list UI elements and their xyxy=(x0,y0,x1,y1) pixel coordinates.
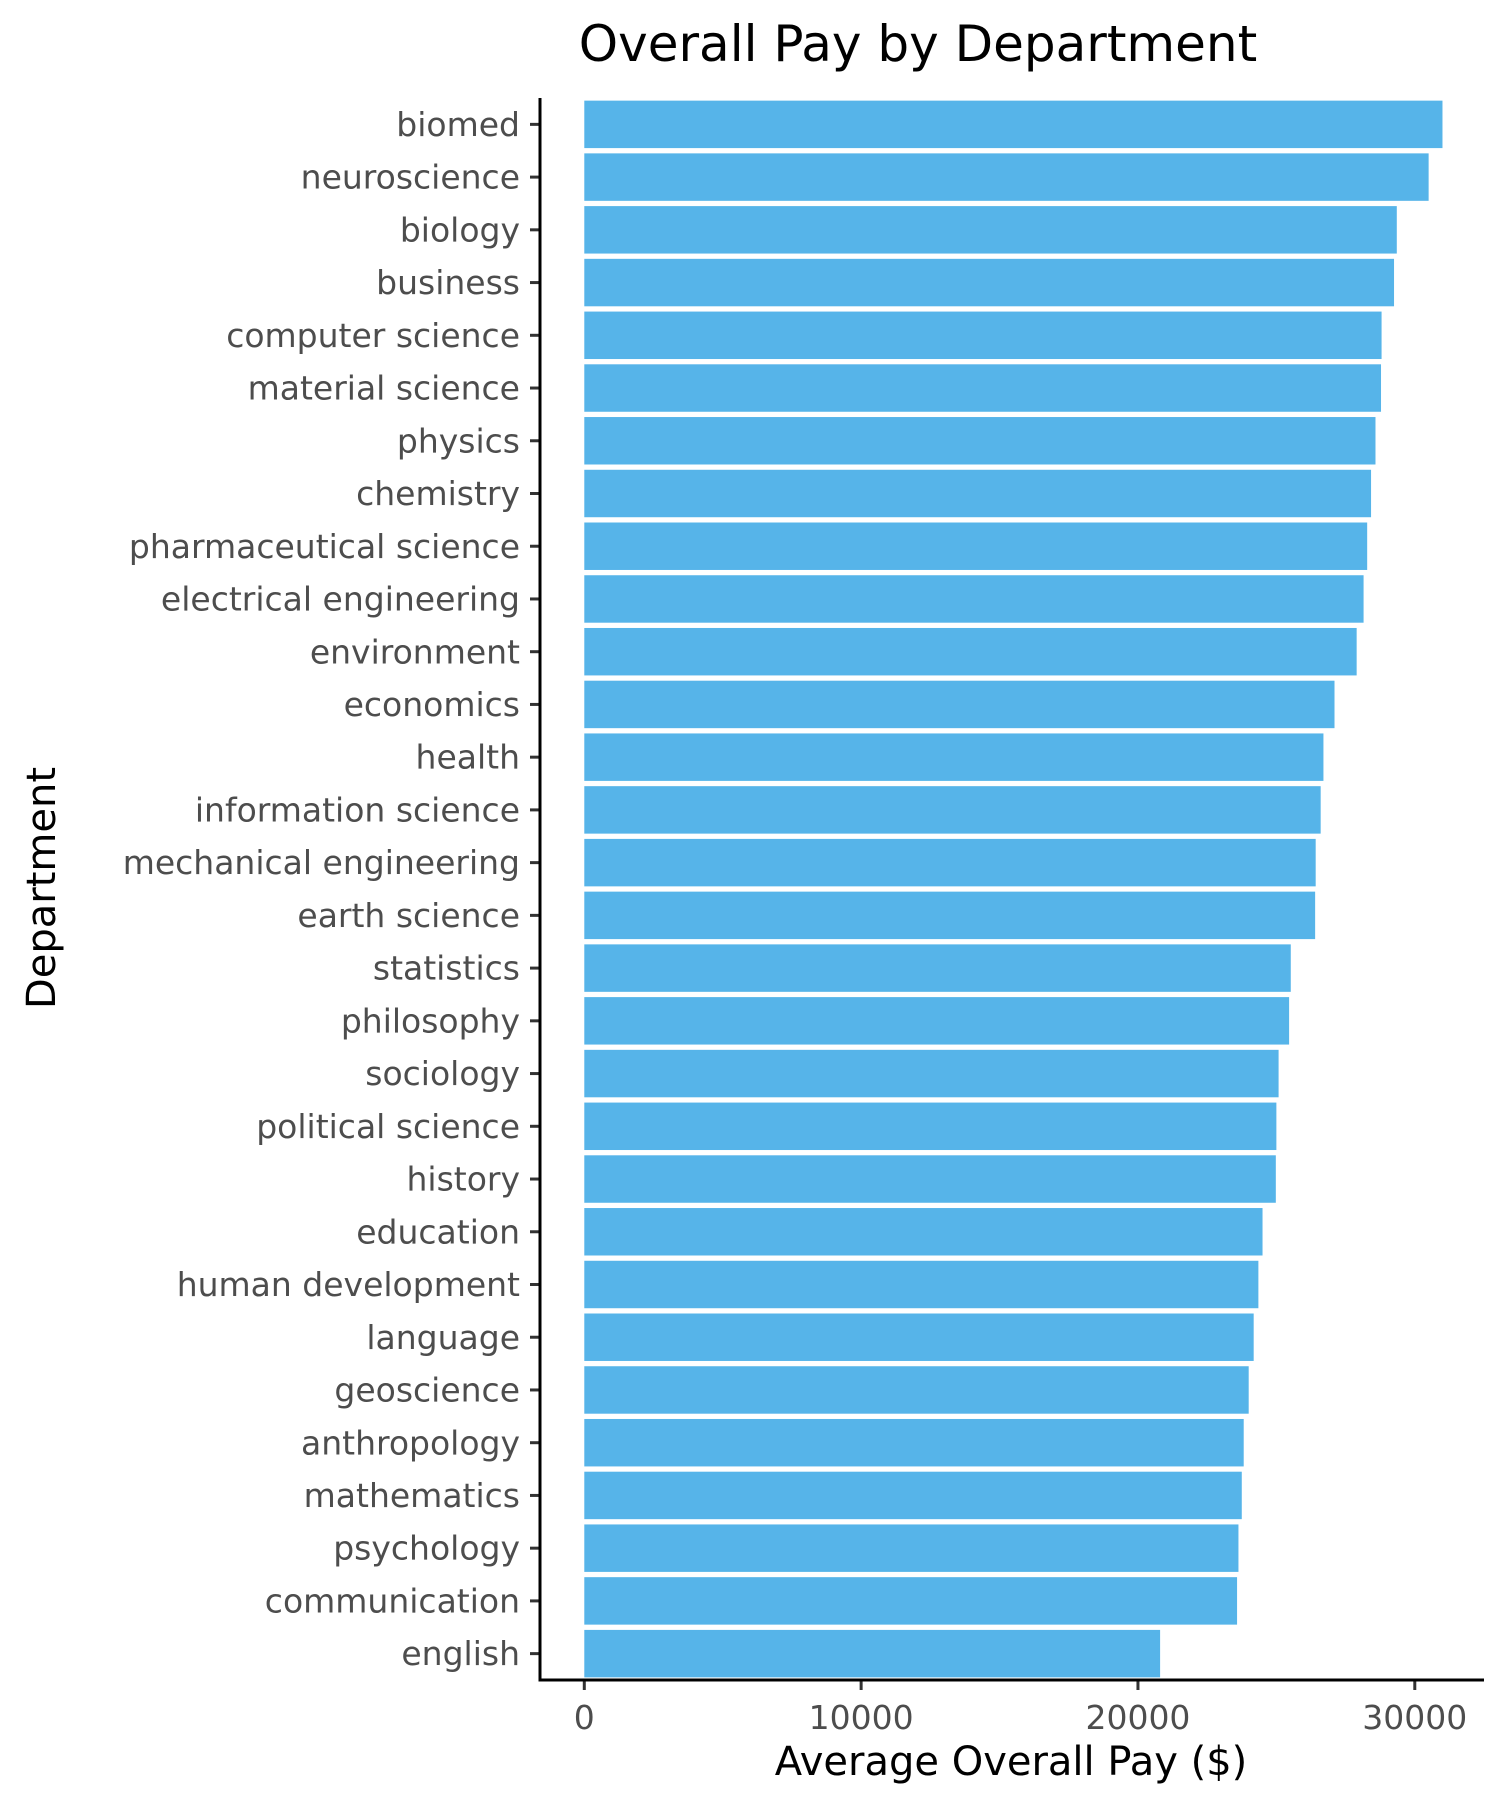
bar-neuroscience xyxy=(584,153,1429,201)
y-tick-label: physics xyxy=(397,421,520,460)
y-tick-label: anthropology xyxy=(301,1423,520,1462)
y-tick-label: health xyxy=(416,738,520,777)
chart-title: Overall Pay by Department xyxy=(579,15,1257,73)
bar-language xyxy=(584,1313,1254,1361)
bar-chemistry xyxy=(584,469,1372,518)
y-tick-label: mechanical engineering xyxy=(123,843,520,882)
bar-information-science xyxy=(584,786,1321,834)
y-tick-label: human development xyxy=(177,1265,520,1304)
bar-physics xyxy=(584,417,1376,465)
bar-statistics xyxy=(584,944,1291,992)
y-tick-label: philosophy xyxy=(341,1001,520,1040)
y-tick-label: psychology xyxy=(333,1529,520,1568)
bar-psychology xyxy=(584,1524,1239,1572)
bar-mechanical-engineering xyxy=(584,838,1316,887)
y-tick-label: communication xyxy=(265,1581,520,1620)
y-tick-label: material science xyxy=(248,369,520,408)
y-tick-label: political science xyxy=(256,1107,520,1146)
x-tick-label: 30000 xyxy=(1362,1698,1467,1737)
y-tick-label: geoscience xyxy=(334,1371,520,1410)
y-axis-ticks: biomed neuroscience biology business compute… xyxy=(123,105,540,1673)
bar-computer-science xyxy=(584,311,1382,360)
y-tick-label: electrical engineering xyxy=(161,580,520,619)
x-tick-label: 10000 xyxy=(809,1698,914,1737)
bars-layer xyxy=(584,100,1443,1678)
y-tick-label: earth science xyxy=(297,896,520,935)
y-axis-title: Department xyxy=(19,767,65,1009)
bar-anthropology xyxy=(584,1418,1244,1467)
y-tick-label: computer science xyxy=(226,316,520,355)
bar-communication xyxy=(584,1577,1238,1625)
bar-earth-science xyxy=(584,891,1316,940)
x-tick-label: 0 xyxy=(574,1698,595,1737)
bar-pharmaceutical-science xyxy=(584,522,1368,570)
y-tick-label: biology xyxy=(400,210,520,249)
y-tick-label: economics xyxy=(344,685,520,724)
bar-history xyxy=(584,1155,1276,1203)
bar-education xyxy=(584,1208,1263,1256)
y-tick-label: education xyxy=(356,1212,520,1251)
y-tick-label: english xyxy=(401,1634,520,1673)
y-tick-label: mathematics xyxy=(304,1476,520,1515)
bar-human-development xyxy=(584,1260,1259,1309)
bar-electrical-engineering xyxy=(584,575,1364,623)
x-axis-ticks: 0 10000 20000 30000 xyxy=(574,1680,1467,1737)
y-tick-label: history xyxy=(406,1160,520,1199)
y-tick-label: pharmaceutical science xyxy=(129,527,520,566)
y-tick-label: sociology xyxy=(365,1054,520,1093)
bar-mathematics xyxy=(584,1471,1242,1520)
y-tick-label: chemistry xyxy=(356,474,520,513)
y-tick-label: environment xyxy=(310,632,520,671)
x-axis-title: Average Overall Pay ($) xyxy=(775,1739,1248,1785)
bar-biomed xyxy=(584,100,1443,149)
bar-business xyxy=(584,258,1395,307)
bar-political-science xyxy=(584,1102,1277,1151)
y-tick-label: biomed xyxy=(396,105,520,144)
bar-economics xyxy=(584,680,1335,729)
bar-biology xyxy=(584,206,1397,254)
bar-environment xyxy=(584,627,1357,676)
bar-geoscience xyxy=(584,1366,1249,1414)
bar-sociology xyxy=(584,1049,1279,1098)
y-tick-label: language xyxy=(366,1318,520,1357)
x-tick-label: 20000 xyxy=(1085,1698,1190,1737)
bar-material-science xyxy=(584,364,1382,412)
y-tick-label: information science xyxy=(195,790,520,829)
bar-english xyxy=(584,1629,1161,1678)
bar-health xyxy=(584,733,1324,781)
y-tick-label: statistics xyxy=(373,949,520,988)
y-tick-label: neuroscience xyxy=(301,158,520,197)
y-tick-label: business xyxy=(376,263,520,302)
bar-philosophy xyxy=(584,997,1290,1045)
